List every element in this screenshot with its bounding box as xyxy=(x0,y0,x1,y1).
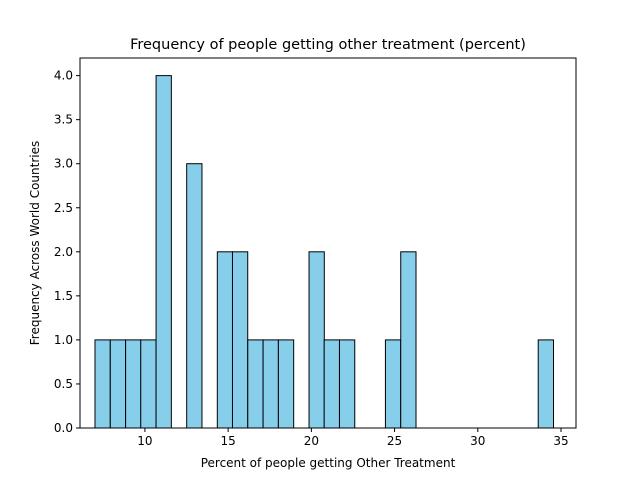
histogram-bar xyxy=(384,339,402,429)
histogram-bar xyxy=(537,339,554,429)
y-axis-ticks: 0.0 0.5 1.0 1.5 2.0 2.5 3.0 3.5 4.0 xyxy=(54,69,80,435)
histogram-bar xyxy=(231,251,249,429)
histogram-bar xyxy=(155,75,172,429)
y-tick-label: 0.0 xyxy=(54,421,73,435)
bars-group xyxy=(94,75,554,429)
histogram-bar xyxy=(338,339,356,429)
y-tick-label: 3.0 xyxy=(54,157,73,171)
x-tick-label: 30 xyxy=(470,434,485,448)
histogram-bar xyxy=(140,339,157,429)
histogram-bar xyxy=(262,339,279,429)
histogram-bar xyxy=(125,339,142,429)
y-tick-label: 1.0 xyxy=(54,333,73,347)
y-tick-label: 2.0 xyxy=(54,245,73,259)
histogram-bar xyxy=(277,339,295,429)
histogram-bar xyxy=(186,163,203,429)
x-tick-label: 15 xyxy=(220,434,235,448)
y-tick-label: 2.5 xyxy=(54,201,73,215)
histogram-bar xyxy=(247,339,264,429)
y-tick-label: 0.5 xyxy=(54,377,73,391)
x-tick-label: 35 xyxy=(553,434,568,448)
x-tick-label: 25 xyxy=(387,434,402,448)
y-tick-label: 3.5 xyxy=(54,113,73,127)
y-tick-label: 4.0 xyxy=(54,69,73,83)
plot-frame xyxy=(79,57,577,429)
x-axis-label: Percent of people getting Other Treatmen… xyxy=(201,456,456,470)
histogram-bar xyxy=(308,251,325,429)
histogram-bar xyxy=(216,251,234,429)
y-axis-label: Frequency Across World Countries xyxy=(28,141,42,345)
histogram-bar xyxy=(94,339,111,429)
y-tick-label: 1.5 xyxy=(54,289,73,303)
histogram-bar xyxy=(323,339,340,429)
x-tick-label: 10 xyxy=(137,434,152,448)
chart-title: Frequency of people getting other treatm… xyxy=(130,37,526,53)
histogram-bar xyxy=(400,251,417,429)
histogram-bar xyxy=(109,339,127,429)
x-tick-label: 20 xyxy=(304,434,319,448)
x-axis-ticks: 10 15 20 25 30 35 xyxy=(137,428,569,448)
